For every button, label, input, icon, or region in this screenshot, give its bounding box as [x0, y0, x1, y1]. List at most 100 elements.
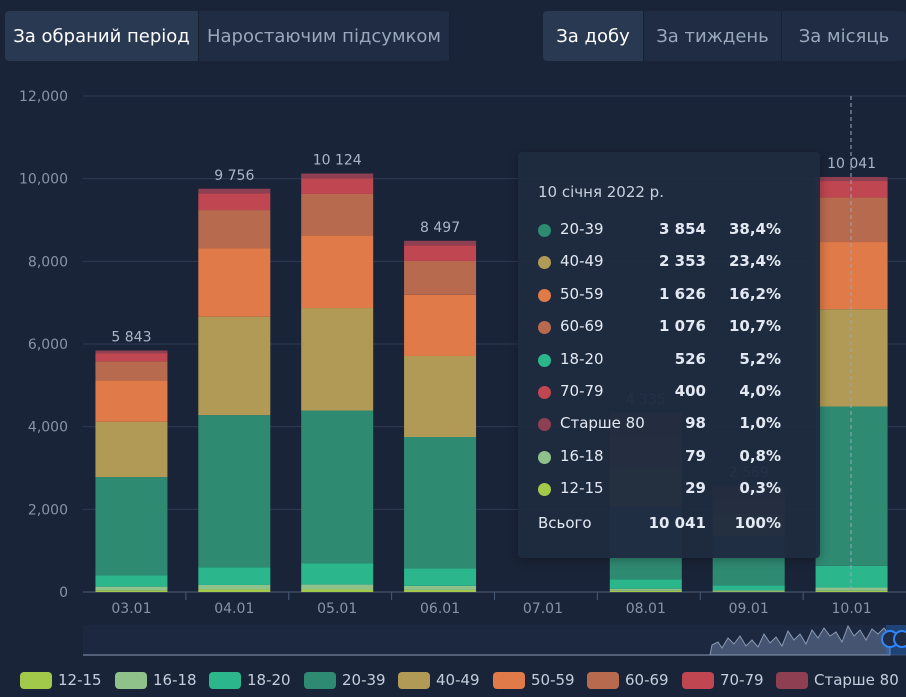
- legend-item[interactable]: 16-18: [115, 666, 197, 694]
- tooltip-total-row: Всього 10 041 100%: [518, 513, 820, 535]
- tooltip-total-label: Всього: [538, 514, 592, 532]
- bar-segment[interactable]: [815, 242, 888, 310]
- bar-segment[interactable]: [301, 173, 374, 179]
- y-tick-label: 4,000: [28, 420, 68, 436]
- bar-segment[interactable]: [95, 575, 168, 587]
- bar-segment[interactable]: [815, 565, 888, 588]
- tooltip-series-value: 1 076: [659, 317, 706, 336]
- mode-tab-cumulative[interactable]: Наростаючим підсумком: [199, 11, 450, 61]
- bar-segment[interactable]: [198, 248, 271, 317]
- legend-swatch: [209, 671, 241, 689]
- bar-segment[interactable]: [198, 210, 271, 249]
- bar-segment[interactable]: [198, 193, 271, 211]
- bar-segment[interactable]: [815, 197, 888, 243]
- tooltip-series-name: 12-15: [560, 479, 604, 498]
- bar-total-label: 9 756: [214, 168, 254, 184]
- tooltip-row: 40-49 2 353 23,4%: [518, 251, 820, 273]
- legend-item[interactable]: 12-15: [20, 666, 102, 694]
- bar-segment[interactable]: [609, 590, 682, 592]
- tooltip-series-name: 40-49: [560, 252, 604, 271]
- bar-segment[interactable]: [301, 410, 374, 564]
- bar-segment[interactable]: [815, 587, 888, 591]
- y-axis: 0 2,000 4,000 6,000 8,000 10,000 12,000: [19, 89, 68, 601]
- bar-segment[interactable]: [404, 585, 477, 590]
- tooltip-series-value: 29: [685, 479, 706, 498]
- bar-segment[interactable]: [301, 193, 374, 236]
- legend-item[interactable]: 20-39: [304, 666, 386, 694]
- mode-tab-group: За обраний період Наростаючим підсумком: [5, 11, 450, 61]
- tooltip-series-pct: 10,7%: [728, 317, 781, 336]
- legend-item[interactable]: 18-20: [209, 666, 291, 694]
- period-tab-month[interactable]: За місяць: [782, 11, 906, 61]
- legend-item[interactable]: 70-79: [682, 666, 764, 694]
- legend-swatch: [20, 671, 52, 689]
- series-dot-icon: [538, 483, 551, 497]
- bar-segment[interactable]: [404, 589, 477, 592]
- bar-segment[interactable]: [95, 477, 168, 576]
- bar-segment[interactable]: [712, 590, 785, 592]
- range-navigator[interactable]: [83, 624, 906, 656]
- bar-segment[interactable]: [198, 415, 271, 568]
- bar-segment[interactable]: [301, 563, 374, 585]
- bar-segment[interactable]: [301, 178, 374, 194]
- bar-segment[interactable]: [198, 316, 271, 416]
- bar-segment[interactable]: [404, 240, 477, 246]
- period-tab-day[interactable]: За добу: [543, 11, 644, 61]
- bar-segment[interactable]: [404, 437, 477, 569]
- period-tab-week[interactable]: За тиждень: [644, 11, 782, 61]
- legend-label: 50-59: [531, 671, 575, 689]
- legend-label: 18-20: [247, 671, 291, 689]
- bar-segment[interactable]: [95, 380, 168, 422]
- bar-segment[interactable]: [404, 355, 477, 437]
- tooltip-series-name: 60-69: [560, 317, 604, 336]
- bar-segment[interactable]: [815, 590, 888, 592]
- bar-segment[interactable]: [95, 350, 168, 354]
- bar-segment[interactable]: [198, 584, 271, 590]
- tooltip-series-pct: 23,4%: [728, 252, 781, 271]
- tooltip-series-name: 70-79: [560, 382, 604, 400]
- bar-segment[interactable]: [815, 176, 888, 182]
- tooltip-series-pct: 4,0%: [739, 382, 781, 400]
- bar-segment[interactable]: [95, 586, 168, 591]
- bar-segment[interactable]: [815, 406, 888, 566]
- bar-segment[interactable]: [198, 589, 271, 592]
- bar-segment[interactable]: [815, 309, 888, 407]
- x-tick-label: 08.01: [626, 601, 666, 617]
- bar-segment[interactable]: [404, 245, 477, 261]
- bar-segment[interactable]: [301, 235, 374, 309]
- bar-segment[interactable]: [609, 579, 682, 589]
- bar-segment[interactable]: [198, 567, 271, 585]
- legend-item[interactable]: 60-69: [587, 666, 669, 694]
- mode-tab-selected-period[interactable]: За обраний період: [5, 11, 199, 61]
- bar-segment[interactable]: [198, 188, 271, 194]
- legend-label: 70-79: [720, 671, 764, 689]
- bar-segment[interactable]: [301, 584, 374, 590]
- legend-item[interactable]: 50-59: [493, 666, 575, 694]
- bar-segment[interactable]: [712, 591, 785, 592]
- bar-segment[interactable]: [712, 585, 785, 591]
- tooltip-row: 16-18 79 0,8%: [518, 446, 820, 468]
- series-dot-icon: [538, 224, 551, 237]
- bar-segment[interactable]: [609, 588, 682, 591]
- tooltip-row: 18-20 526 5,2%: [518, 349, 820, 371]
- legend: 12-15 16-18 18-20 20-39 40-49 50-59 60-69 70-79…: [0, 666, 906, 694]
- series-dot-icon: [538, 321, 551, 335]
- bar-segment[interactable]: [95, 421, 168, 478]
- legend-item[interactable]: 40-49: [398, 666, 480, 694]
- bar-segment[interactable]: [301, 589, 374, 592]
- bar-segment[interactable]: [404, 568, 477, 586]
- bar-segment[interactable]: [404, 260, 477, 295]
- bar-segment[interactable]: [95, 361, 168, 381]
- navigator-handle-right[interactable]: [893, 630, 906, 648]
- period-tab-group: За добу За тиждень За місяць: [543, 11, 906, 61]
- bar-segment[interactable]: [95, 590, 168, 592]
- bar-segment[interactable]: [301, 308, 374, 411]
- bar-segment[interactable]: [95, 353, 168, 362]
- tooltip-series-pct: 16,2%: [728, 284, 781, 303]
- legend-swatch: [304, 671, 336, 689]
- bar-segment[interactable]: [404, 294, 477, 356]
- legend-item[interactable]: Старше 80: [776, 666, 899, 694]
- x-tick-label: 03.01: [111, 601, 151, 617]
- legend-label: 20-39: [342, 671, 386, 689]
- bar-segment[interactable]: [815, 181, 888, 198]
